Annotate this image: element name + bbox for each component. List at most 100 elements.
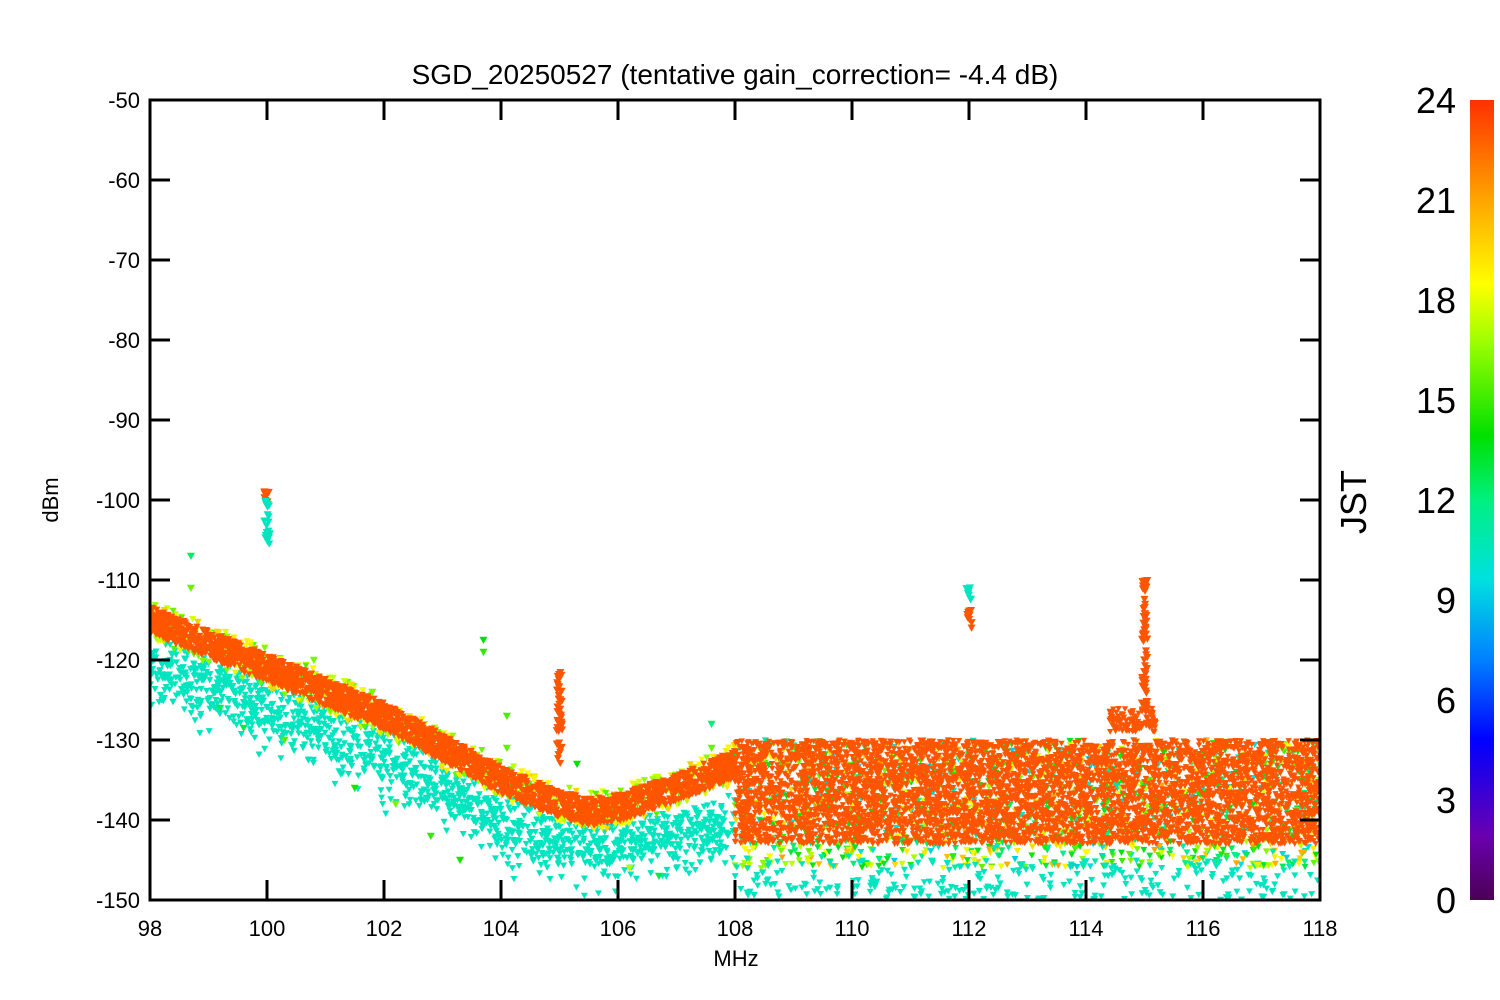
- data-point: [229, 683, 237, 690]
- data-point: [491, 855, 499, 862]
- data-point: [660, 840, 668, 848]
- data-point: [546, 855, 554, 862]
- data-point: [188, 685, 196, 692]
- data-point: [212, 696, 220, 704]
- data-point: [516, 819, 524, 826]
- data-point: [546, 845, 554, 852]
- data-point: [269, 719, 277, 727]
- data-point: [486, 828, 494, 835]
- data-point: [560, 862, 568, 869]
- data-point: [430, 800, 438, 808]
- data-point: [366, 738, 374, 746]
- data-point: [606, 854, 614, 861]
- data-point: [690, 821, 698, 829]
- data-point: [206, 705, 214, 713]
- data-point: [685, 842, 693, 850]
- data-point: [197, 713, 205, 720]
- data-point: [691, 866, 699, 874]
- data-point: [508, 846, 516, 854]
- data-point: [389, 762, 397, 770]
- data-point: [467, 834, 475, 841]
- data-point: [387, 796, 395, 803]
- data-point: [366, 753, 374, 760]
- data-point: [250, 706, 258, 713]
- data-point: [210, 704, 218, 711]
- data-point: [542, 860, 550, 867]
- data-point: [393, 774, 401, 781]
- data-point: [412, 751, 420, 758]
- data-point: [560, 854, 568, 861]
- data-point: [589, 834, 597, 842]
- data-point: [340, 740, 348, 747]
- data-point: [649, 845, 657, 853]
- data-point: [162, 683, 170, 691]
- data-point: [504, 854, 512, 861]
- data-point: [194, 696, 202, 704]
- data-point: [315, 738, 323, 746]
- data-point: [424, 782, 432, 790]
- data-point: [580, 892, 588, 900]
- data-point: [340, 730, 348, 737]
- data-point: [252, 703, 260, 710]
- data-point: [572, 824, 580, 831]
- data-point: [711, 847, 719, 854]
- data-point: [557, 874, 565, 881]
- data-point: [632, 875, 640, 882]
- data-point: [576, 840, 584, 847]
- data-point: [510, 837, 518, 844]
- data-point: [385, 786, 393, 794]
- data-point: [307, 738, 315, 745]
- data-point: [686, 818, 694, 826]
- data-point: [300, 731, 308, 738]
- data-point: [555, 848, 563, 855]
- data-point: [402, 793, 410, 800]
- data-point: [498, 844, 506, 852]
- data-point: [497, 805, 505, 813]
- data-point: [673, 864, 681, 871]
- data-point: [278, 740, 286, 747]
- data-point: [459, 778, 467, 785]
- data-point: [189, 660, 197, 667]
- data-point: [377, 787, 385, 794]
- data-point: [672, 845, 680, 852]
- data-point: [235, 678, 243, 686]
- data-point: [702, 816, 710, 823]
- data-point: [246, 682, 254, 690]
- data-point: [693, 830, 701, 837]
- data-point: [248, 721, 256, 728]
- data-point: [251, 734, 259, 742]
- data-point: [714, 832, 722, 839]
- data-point: [440, 795, 448, 802]
- data-point: [304, 718, 312, 725]
- data-point: [410, 769, 418, 776]
- data-point: [637, 849, 645, 856]
- data-point: [543, 864, 551, 871]
- data-point: [718, 826, 726, 834]
- data-point: [1246, 864, 1254, 872]
- data-point: [788, 860, 796, 868]
- data-point: [703, 833, 711, 840]
- data-point: [702, 824, 710, 832]
- data-point: [218, 694, 226, 701]
- data-point: [621, 839, 629, 846]
- data-point: [694, 811, 702, 819]
- data-point: [254, 690, 262, 698]
- data-point: [503, 832, 511, 839]
- data-point: [415, 802, 423, 810]
- data-point: [367, 749, 375, 756]
- data-point: [392, 757, 400, 764]
- data-point: [650, 827, 658, 834]
- data-point: [496, 801, 504, 809]
- data-point: [225, 698, 233, 705]
- data-point: [193, 679, 201, 686]
- data-point: [417, 796, 425, 803]
- data-point: [558, 844, 566, 851]
- data-point: [668, 834, 676, 841]
- data-point: [579, 851, 587, 858]
- data-point: [180, 691, 188, 699]
- data-point: [374, 735, 382, 742]
- data-point: [494, 830, 502, 838]
- data-point: [243, 719, 251, 726]
- data-point: [682, 866, 690, 873]
